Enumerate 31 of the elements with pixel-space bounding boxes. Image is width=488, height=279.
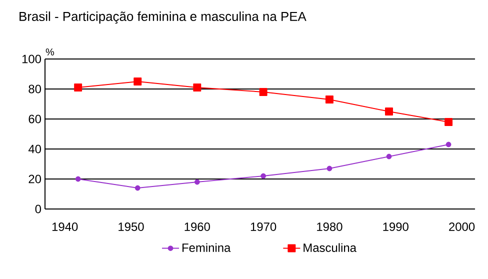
legend-label: Masculina	[304, 243, 356, 252]
point	[325, 96, 334, 104]
point	[134, 185, 140, 191]
x-tick-label: 1950	[118, 222, 144, 231]
point	[134, 78, 142, 86]
y-tick-label: 40	[28, 144, 42, 154]
point	[444, 118, 453, 126]
point	[193, 84, 202, 92]
y-tick-label: 60	[28, 114, 42, 124]
x-tick-label: 1940	[52, 222, 78, 231]
point	[385, 108, 393, 116]
point	[446, 142, 452, 148]
x-tick-label: 1970	[250, 222, 276, 231]
point	[326, 166, 332, 172]
point	[260, 173, 266, 179]
point	[386, 154, 392, 160]
legend-label: Feminina	[182, 243, 231, 252]
y-tick-label: 20	[28, 174, 42, 184]
y-tick-label: 80	[28, 84, 42, 94]
y-axis-title: %	[46, 48, 54, 56]
x-tick-label: 1980	[317, 222, 342, 231]
x-tick-label: 1990	[383, 222, 408, 231]
y-tick-label: 0	[35, 204, 42, 214]
point	[194, 179, 200, 185]
x-tick-label: 1960	[184, 222, 210, 231]
point	[259, 88, 268, 96]
y-tick-label: 100	[22, 54, 42, 64]
chart-title: Brasil - Participação feminina e masculina na PEA	[20, 12, 306, 24]
point	[75, 176, 81, 182]
point	[74, 84, 82, 92]
x-tick-label: 2000	[449, 222, 475, 231]
